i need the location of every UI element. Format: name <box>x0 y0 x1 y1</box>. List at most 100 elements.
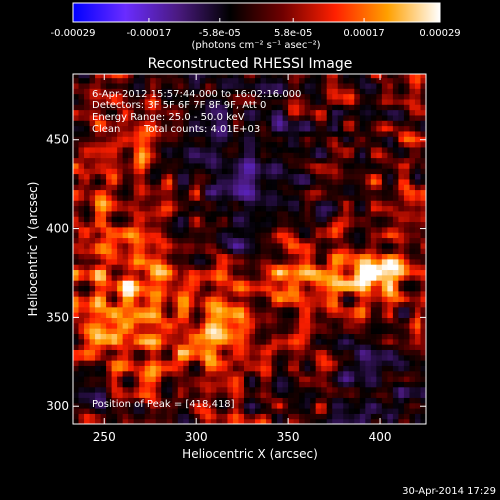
heatmap-cell <box>354 194 361 201</box>
heatmap-cell <box>365 370 372 377</box>
heatmap-cell <box>172 168 179 175</box>
heatmap-cell <box>243 338 251 345</box>
heatmap-cell <box>183 413 190 420</box>
heatmap-cell <box>144 386 151 393</box>
heatmap-cell <box>73 248 80 255</box>
heatmap-cell <box>100 82 107 89</box>
heatmap-cell <box>266 381 273 388</box>
heatmap-cell <box>304 173 311 180</box>
heatmap-cell <box>194 88 201 95</box>
heatmap-cell <box>161 365 168 372</box>
heatmap-cell <box>255 333 262 340</box>
heatmap-cell <box>177 312 184 319</box>
heatmap-cell <box>210 408 218 414</box>
heatmap-cell <box>310 216 317 223</box>
heatmap-cell <box>299 168 306 175</box>
heatmap-cell <box>199 152 206 159</box>
heatmap-cell <box>95 184 102 191</box>
heatmap-cell <box>387 141 394 148</box>
heatmap-cell <box>255 120 262 127</box>
heatmap-cell <box>161 370 168 377</box>
heatmap-cell <box>370 258 377 265</box>
heatmap-cell <box>321 146 328 153</box>
heatmap-cell <box>348 317 355 324</box>
heatmap-cell <box>293 370 300 377</box>
heatmap-cell <box>139 173 146 180</box>
heatmap-cell <box>161 376 168 382</box>
heatmap-cell <box>238 141 245 148</box>
heatmap-cell <box>238 120 245 127</box>
heatmap-cell <box>199 162 206 169</box>
heatmap-cell <box>177 152 184 159</box>
heatmap-cell <box>84 413 91 420</box>
heatmap-cell <box>139 88 146 95</box>
heatmap-cell <box>310 349 317 356</box>
heatmap-cell <box>321 141 328 148</box>
heatmap-cell <box>403 184 411 191</box>
heatmap-cell <box>337 333 344 340</box>
heatmap-cell <box>155 258 162 265</box>
heatmap-cell <box>387 146 394 153</box>
heatmap-cell <box>260 280 267 287</box>
heatmap-cell <box>370 162 377 169</box>
heatmap-cell <box>266 82 273 89</box>
heatmap-cell <box>326 152 333 159</box>
heatmap-cell <box>84 82 91 89</box>
heatmap-cell <box>177 413 184 420</box>
heatmap-cell <box>260 104 267 111</box>
heatmap-cell <box>288 178 295 185</box>
heatmap-cell <box>414 365 422 372</box>
heatmap-cell <box>100 141 107 148</box>
heatmap-cell <box>100 344 107 350</box>
heatmap-cell <box>216 205 223 212</box>
heatmap-cell <box>95 381 102 388</box>
heatmap-cell <box>315 74 322 79</box>
heatmap-cell <box>78 178 85 185</box>
heatmap-cell <box>155 269 162 276</box>
heatmap-cell <box>304 130 311 137</box>
heatmap-cell <box>128 402 135 409</box>
heatmap-cell <box>381 232 388 239</box>
heatmap-cell <box>370 296 377 303</box>
heatmap-cell <box>288 349 295 356</box>
heatmap-cell <box>348 322 355 329</box>
heatmap-cell <box>315 317 322 324</box>
heatmap-cell <box>249 360 256 366</box>
heatmap-cell <box>326 74 333 79</box>
heatmap-cell <box>282 248 289 255</box>
heatmap-cell <box>78 162 85 169</box>
heatmap-cell <box>403 285 411 292</box>
heatmap-cell <box>260 370 267 377</box>
heatmap-cell <box>78 253 85 260</box>
heatmap-cell <box>414 370 422 377</box>
heatmap-cell <box>194 136 201 143</box>
heatmap-cell <box>299 328 306 334</box>
heatmap-cell <box>183 168 190 175</box>
heatmap-cell <box>166 248 173 255</box>
heatmap-cell <box>122 248 129 255</box>
heatmap-cell <box>243 114 251 121</box>
heatmap-cell <box>78 360 85 366</box>
heatmap-cell <box>221 402 229 409</box>
heatmap-cell <box>398 77 405 84</box>
heatmap-cell <box>155 349 162 356</box>
heatmap-cell <box>117 120 124 127</box>
heatmap-cell <box>326 258 333 265</box>
heatmap-cell <box>161 162 168 169</box>
heatmap-cell <box>310 248 317 255</box>
heatmap-cell <box>249 274 256 281</box>
heatmap-cell <box>221 157 229 164</box>
heatmap-cell <box>133 82 140 89</box>
heatmap-cell <box>255 413 262 420</box>
heatmap-cell <box>403 392 411 398</box>
heatmap-cell <box>315 306 322 313</box>
heatmap-cell <box>150 221 157 228</box>
heatmap-cell <box>420 338 426 345</box>
heatmap-cell <box>381 178 388 185</box>
heatmap-cell <box>144 200 151 207</box>
heatmap-cell <box>155 130 162 137</box>
heatmap-cell <box>216 104 223 111</box>
heatmap-cell <box>398 157 405 164</box>
heatmap-cell <box>326 402 333 409</box>
heatmap-cell <box>172 344 179 350</box>
